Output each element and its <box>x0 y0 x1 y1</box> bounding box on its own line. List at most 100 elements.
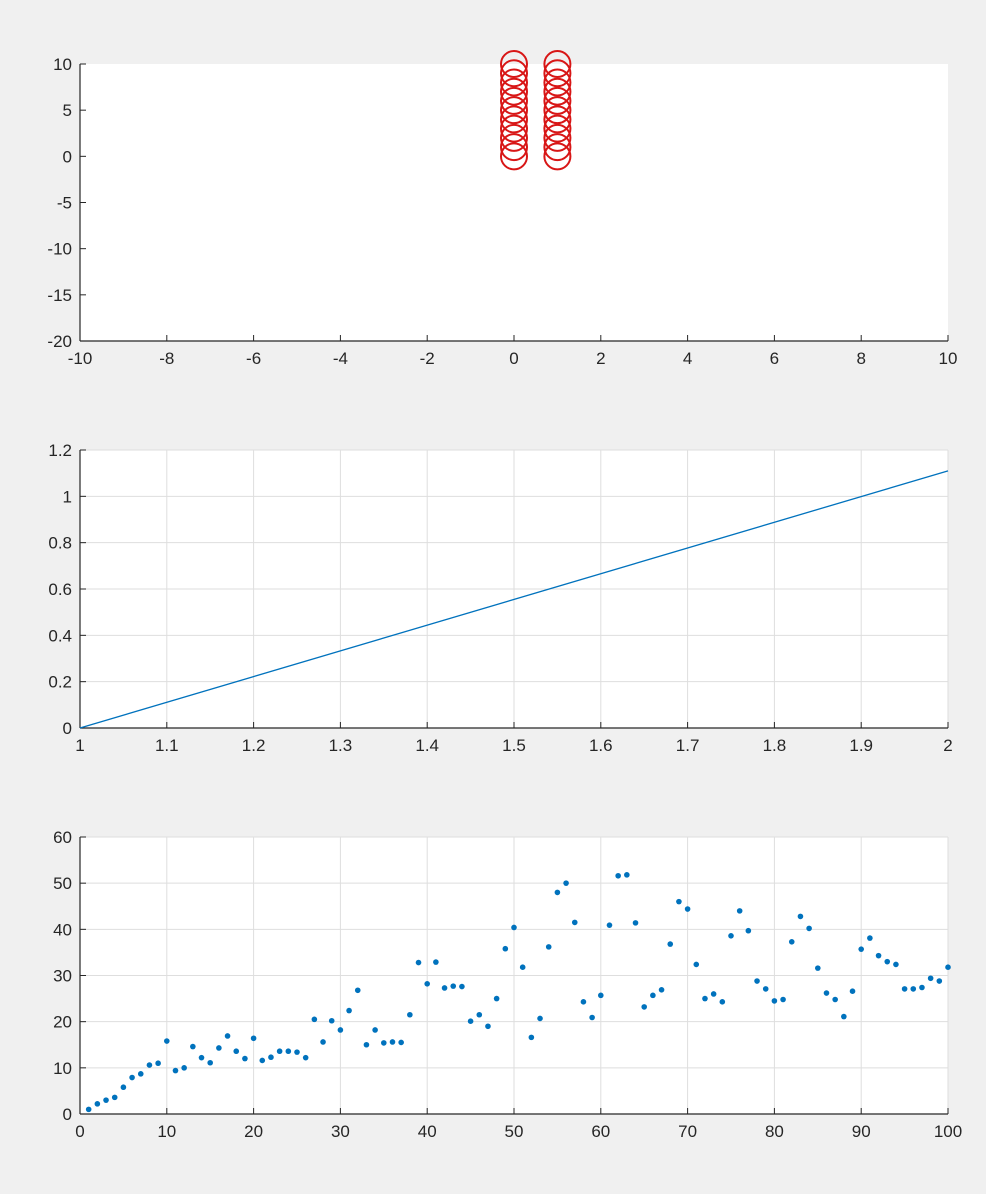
data-point <box>832 996 838 1003</box>
data-point <box>137 1071 144 1077</box>
data-point <box>120 1084 127 1091</box>
y-tick-label: 20 <box>53 1013 72 1032</box>
data-point <box>242 1055 248 1062</box>
data-point <box>181 1065 187 1071</box>
y-tick-label: 0.8 <box>48 534 72 553</box>
x-tick-label: -4 <box>333 349 348 368</box>
x-tick-label: 1.7 <box>676 736 700 755</box>
data-point <box>806 925 812 932</box>
data-point <box>554 889 561 896</box>
data-point <box>233 1048 240 1055</box>
data-point <box>433 959 439 965</box>
data-point <box>780 996 786 1003</box>
circle-marker <box>543 105 572 134</box>
data-point <box>294 1049 300 1055</box>
x-tick-label: -10 <box>68 349 93 368</box>
data-point <box>354 987 361 994</box>
data-point <box>745 927 752 934</box>
x-tick-label: 90 <box>852 1122 871 1141</box>
y-tick-label: 10 <box>53 1059 72 1078</box>
data-point <box>372 1027 378 1033</box>
data-point <box>363 1041 370 1048</box>
data-point <box>276 1048 283 1055</box>
y-tick-label: -20 <box>47 332 72 351</box>
data-point <box>589 1014 595 1021</box>
data-point <box>320 1039 326 1045</box>
data-point <box>459 983 465 990</box>
data-point <box>528 1034 535 1041</box>
y-tick-label: 40 <box>53 920 72 939</box>
data-point <box>198 1054 205 1061</box>
x-tick-label: 1.5 <box>502 736 526 755</box>
data-point <box>598 992 604 999</box>
circle-marker <box>500 59 528 88</box>
data-point <box>702 995 708 1002</box>
data-point <box>415 959 422 966</box>
data-point <box>841 1013 847 1020</box>
circle-marker <box>543 50 572 78</box>
data-point <box>164 1038 170 1044</box>
y-tick-label: 50 <box>53 874 72 893</box>
circle-marker <box>500 123 528 152</box>
data-point <box>658 987 665 993</box>
data-point <box>815 965 821 971</box>
data-point <box>311 1016 318 1023</box>
data-point <box>268 1054 274 1061</box>
x-tick-label: 6 <box>770 349 779 368</box>
x-tick-label: 20 <box>244 1122 263 1141</box>
data-point <box>398 1039 404 1046</box>
y-tick-label: 10 <box>53 55 72 74</box>
data-point <box>493 995 500 1002</box>
data-point <box>224 1033 231 1039</box>
data-point <box>129 1074 135 1081</box>
data-point <box>85 1106 92 1113</box>
data-point <box>710 991 717 997</box>
data-point <box>624 872 630 878</box>
data-point <box>511 924 517 931</box>
y-tick-label: 0 <box>63 147 72 166</box>
plot-area <box>80 64 948 341</box>
data-point <box>762 986 769 992</box>
y-tick-label: -15 <box>47 286 72 305</box>
data-point <box>545 944 552 950</box>
data-point <box>771 998 778 1004</box>
data-point <box>676 898 682 905</box>
x-tick-label: -8 <box>159 349 174 368</box>
circle-marker <box>500 142 528 171</box>
data-point <box>901 986 908 992</box>
y-tick-label: 0.4 <box>48 626 72 645</box>
x-tick-label: 10 <box>939 349 958 368</box>
data-point <box>858 946 864 952</box>
x-tick-label: 8 <box>856 349 865 368</box>
data-point <box>875 952 882 959</box>
circle-marker <box>543 142 572 171</box>
x-tick-label: 4 <box>683 349 692 368</box>
data-point <box>823 990 830 996</box>
y-tick-label: 60 <box>53 828 72 847</box>
x-tick-label: 2 <box>596 349 605 368</box>
circle-marker <box>543 77 572 106</box>
data-point <box>719 999 726 1005</box>
x-tick-label: 1.8 <box>763 736 787 755</box>
data-point <box>754 978 760 984</box>
data-point <box>407 1011 413 1018</box>
x-tick-label: 40 <box>418 1122 437 1141</box>
x-tick-label: 0 <box>509 349 518 368</box>
data-point <box>736 908 743 914</box>
circle-marker <box>500 50 528 78</box>
x-tick-label: 0 <box>75 1122 84 1141</box>
data-point <box>693 961 700 968</box>
series-line <box>79 470 949 729</box>
data-point <box>302 1054 309 1061</box>
data-point <box>190 1043 196 1050</box>
y-tick-label: 1 <box>63 487 72 506</box>
data-point <box>424 981 431 987</box>
x-tick-label: -6 <box>246 349 261 368</box>
data-point <box>537 1015 543 1022</box>
data-point <box>467 1018 474 1025</box>
data-point <box>155 1060 161 1067</box>
x-tick-label: 1.2 <box>242 736 266 755</box>
y-tick-label: 0.6 <box>48 580 72 599</box>
circle-marker <box>543 86 572 115</box>
data-point <box>667 941 674 947</box>
